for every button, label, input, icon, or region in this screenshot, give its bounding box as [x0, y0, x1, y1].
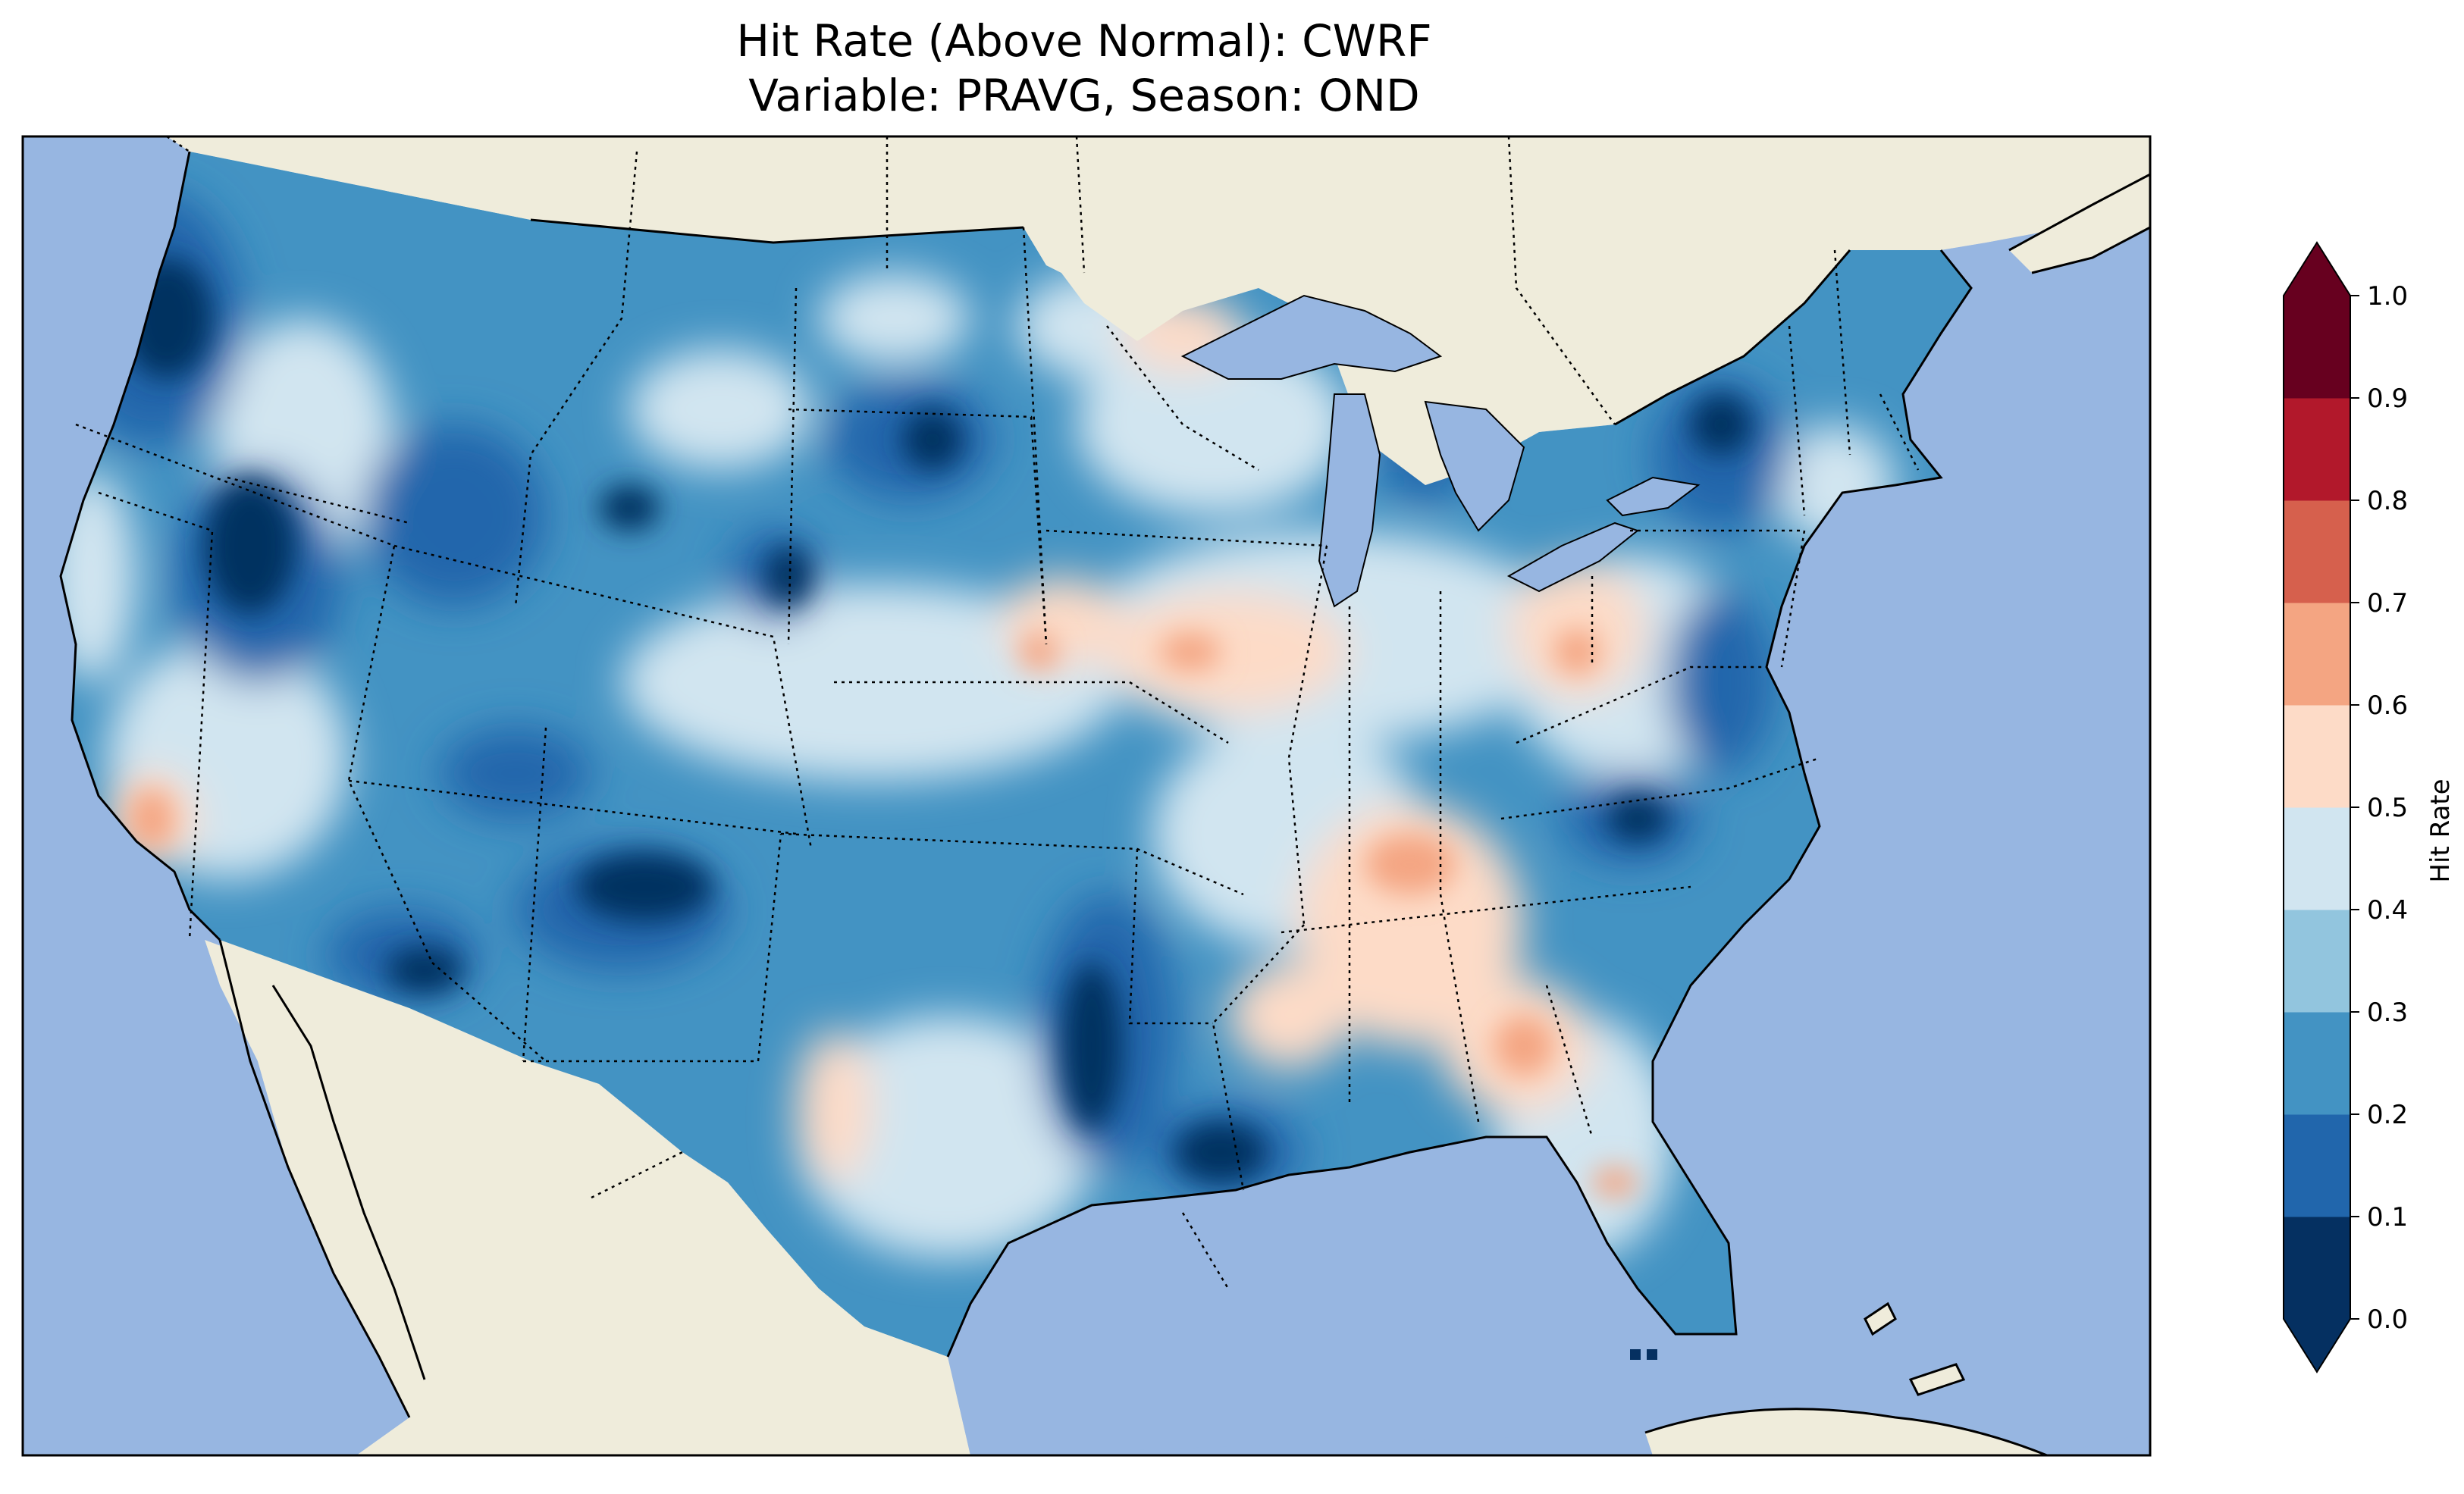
colorbar-tick-label: 0.0	[2367, 1305, 2408, 1335]
colorbar-tick-label: 0.4	[2367, 895, 2408, 926]
colorbar-block	[2284, 1012, 2350, 1115]
mask-maritimes	[2009, 174, 2150, 273]
colorbar-block	[2284, 705, 2350, 808]
colorbar-tick-label: 0.9	[2367, 384, 2408, 414]
colorbar-tick-label: 0.7	[2367, 588, 2408, 619]
mask-baja-sea	[23, 940, 409, 1455]
colorbar-label: Hit Rate	[2425, 778, 2456, 882]
colorbar-extend-over	[2284, 243, 2350, 296]
colorbar-block	[2284, 500, 2350, 603]
colorbar-block	[2284, 910, 2350, 1013]
colorbar-extend-under	[2284, 1319, 2350, 1372]
state-borders	[75, 136, 1920, 1289]
colorbar-tick-label: 0.6	[2367, 691, 2408, 721]
heatmap-field-strong	[121, 258, 1751, 1198]
colorbar-ticks: 0.0 0.1 0.2 0.3 0.4 0.5 0.6 0.7 0.8 0.9 1.0	[2350, 281, 2408, 1335]
map-frame	[21, 135, 2152, 1457]
lake-huron	[1424, 400, 1525, 532]
lake-ontario	[1606, 476, 1701, 517]
colorbar-block	[2284, 603, 2350, 706]
colorbar-tick-label: 0.3	[2367, 998, 2408, 1028]
coastlines	[59, 151, 2150, 1455]
islands	[1630, 1301, 1966, 1396]
colorbar-block	[2284, 296, 2350, 399]
mask-baja-peninsula	[258, 985, 425, 1417]
colorbar-block	[2284, 1217, 2350, 1320]
great-lakes	[1180, 294, 1701, 608]
lake-superior	[1180, 294, 1443, 380]
mask-cuba	[1645, 1408, 2047, 1455]
colorbar-block	[2284, 1114, 2350, 1217]
colorbar-tick-label: 0.5	[2367, 793, 2408, 823]
colorbar-tick-label: 0.1	[2367, 1202, 2408, 1232]
title-line-2: Variable: PRAVG, Season: OND	[748, 70, 1420, 121]
chart-title: Hit Rate (Above Normal): CWRF Variable: …	[0, 14, 2168, 123]
colorbar-block	[2284, 398, 2350, 501]
title-line-1: Hit Rate (Above Normal): CWRF	[736, 15, 1432, 67]
lake-michigan	[1318, 393, 1381, 608]
colorbar-tick-label: 0.8	[2367, 486, 2408, 516]
colorbar-blocks	[2283, 241, 2351, 1373]
mask-gulf	[948, 478, 2150, 1455]
colorbar-block	[2284, 807, 2350, 910]
mask-ocean-west	[23, 136, 220, 940]
mask-north	[167, 136, 2150, 485]
colorbar-tick-label: 1.0	[2367, 281, 2408, 312]
colorbar-tick-label: 0.2	[2367, 1100, 2408, 1130]
